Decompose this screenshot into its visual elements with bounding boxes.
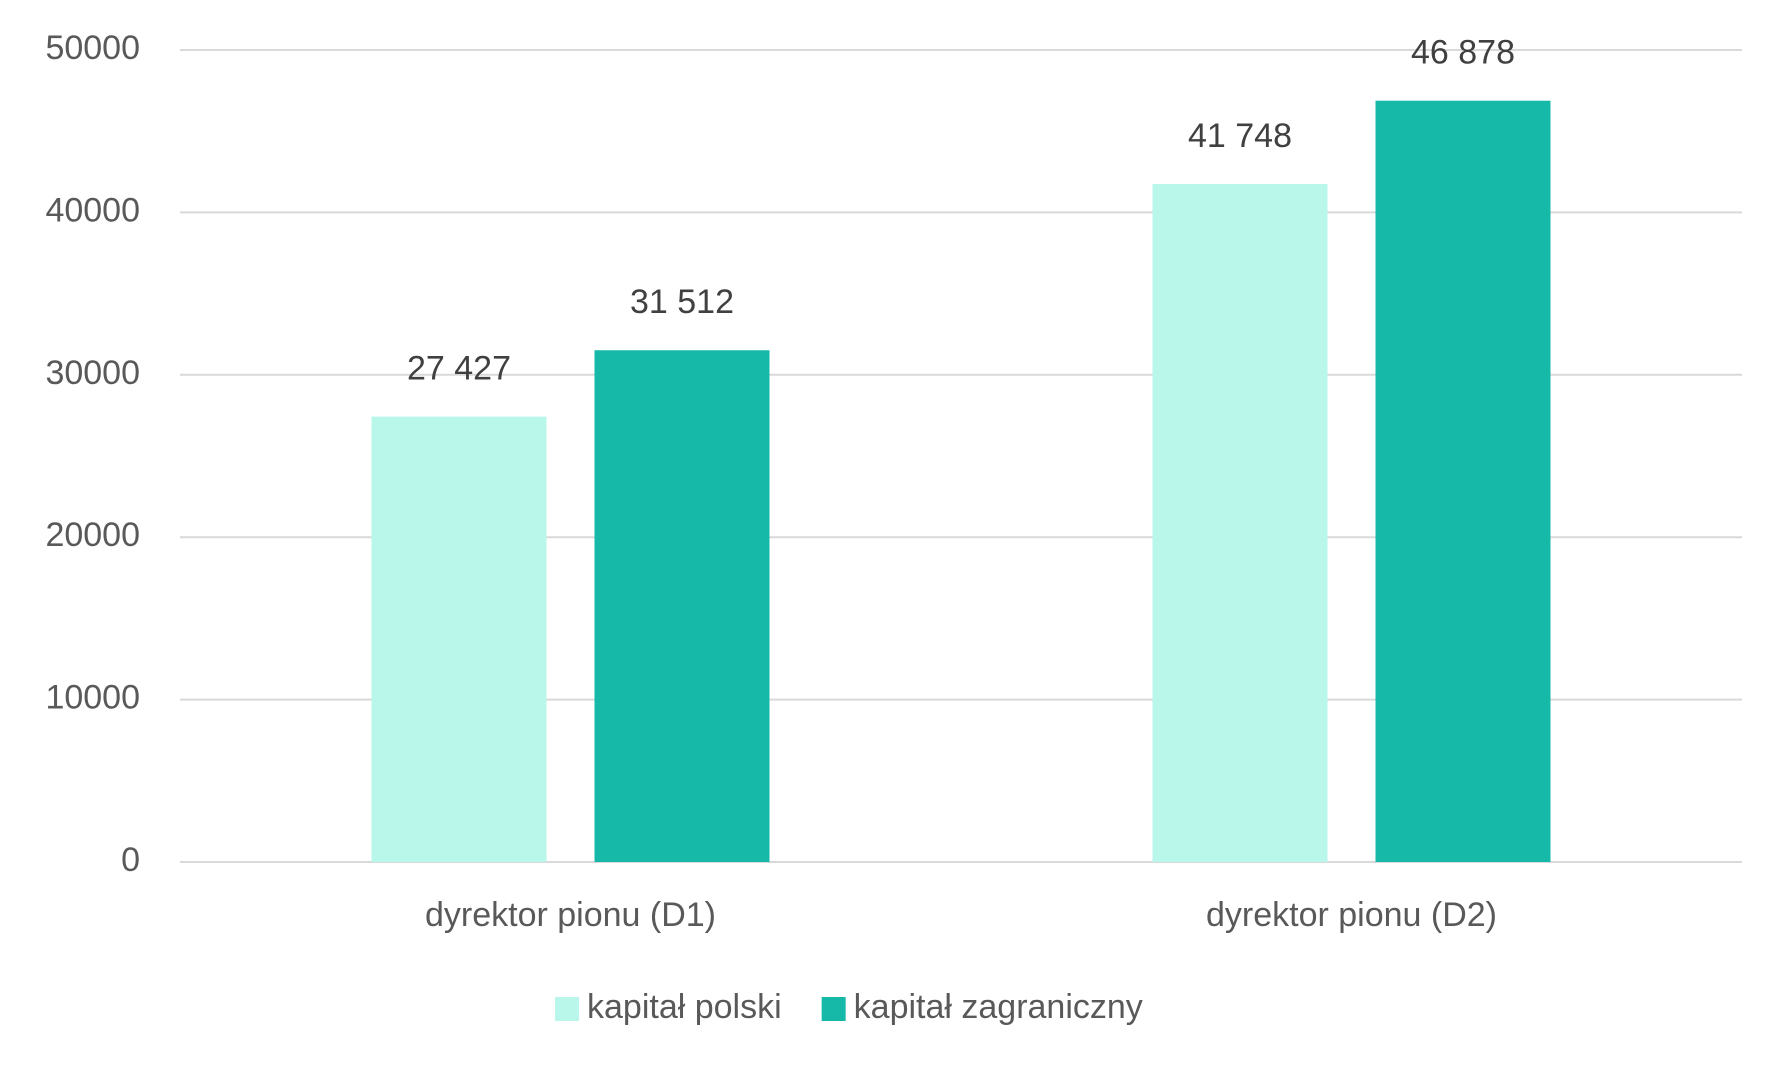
y-tick-label: 20000 (45, 516, 140, 554)
x-tick-label: dyrektor pionu (D1) (425, 896, 716, 934)
legend-label: kapitał polski (587, 988, 782, 1026)
y-tick-label: 30000 (45, 354, 140, 392)
bar (371, 416, 547, 862)
legend-label: kapitał zagraniczny (854, 988, 1143, 1026)
legend-swatch (555, 997, 579, 1021)
data-label: 46 878 (1411, 34, 1515, 72)
y-tick-label: 10000 (45, 679, 140, 717)
legend-swatch (821, 997, 846, 1021)
bar (1152, 184, 1328, 863)
data-label: 41 748 (1188, 117, 1292, 155)
data-label: 31 512 (630, 283, 734, 321)
bar (1375, 100, 1551, 862)
y-tick-label: 0 (121, 841, 140, 879)
data-label: 27 427 (407, 350, 511, 388)
y-tick-label: 40000 (45, 191, 140, 229)
bar (594, 350, 770, 862)
x-tick-label: dyrektor pionu (D2) (1206, 896, 1497, 934)
y-tick-label: 50000 (45, 29, 140, 67)
